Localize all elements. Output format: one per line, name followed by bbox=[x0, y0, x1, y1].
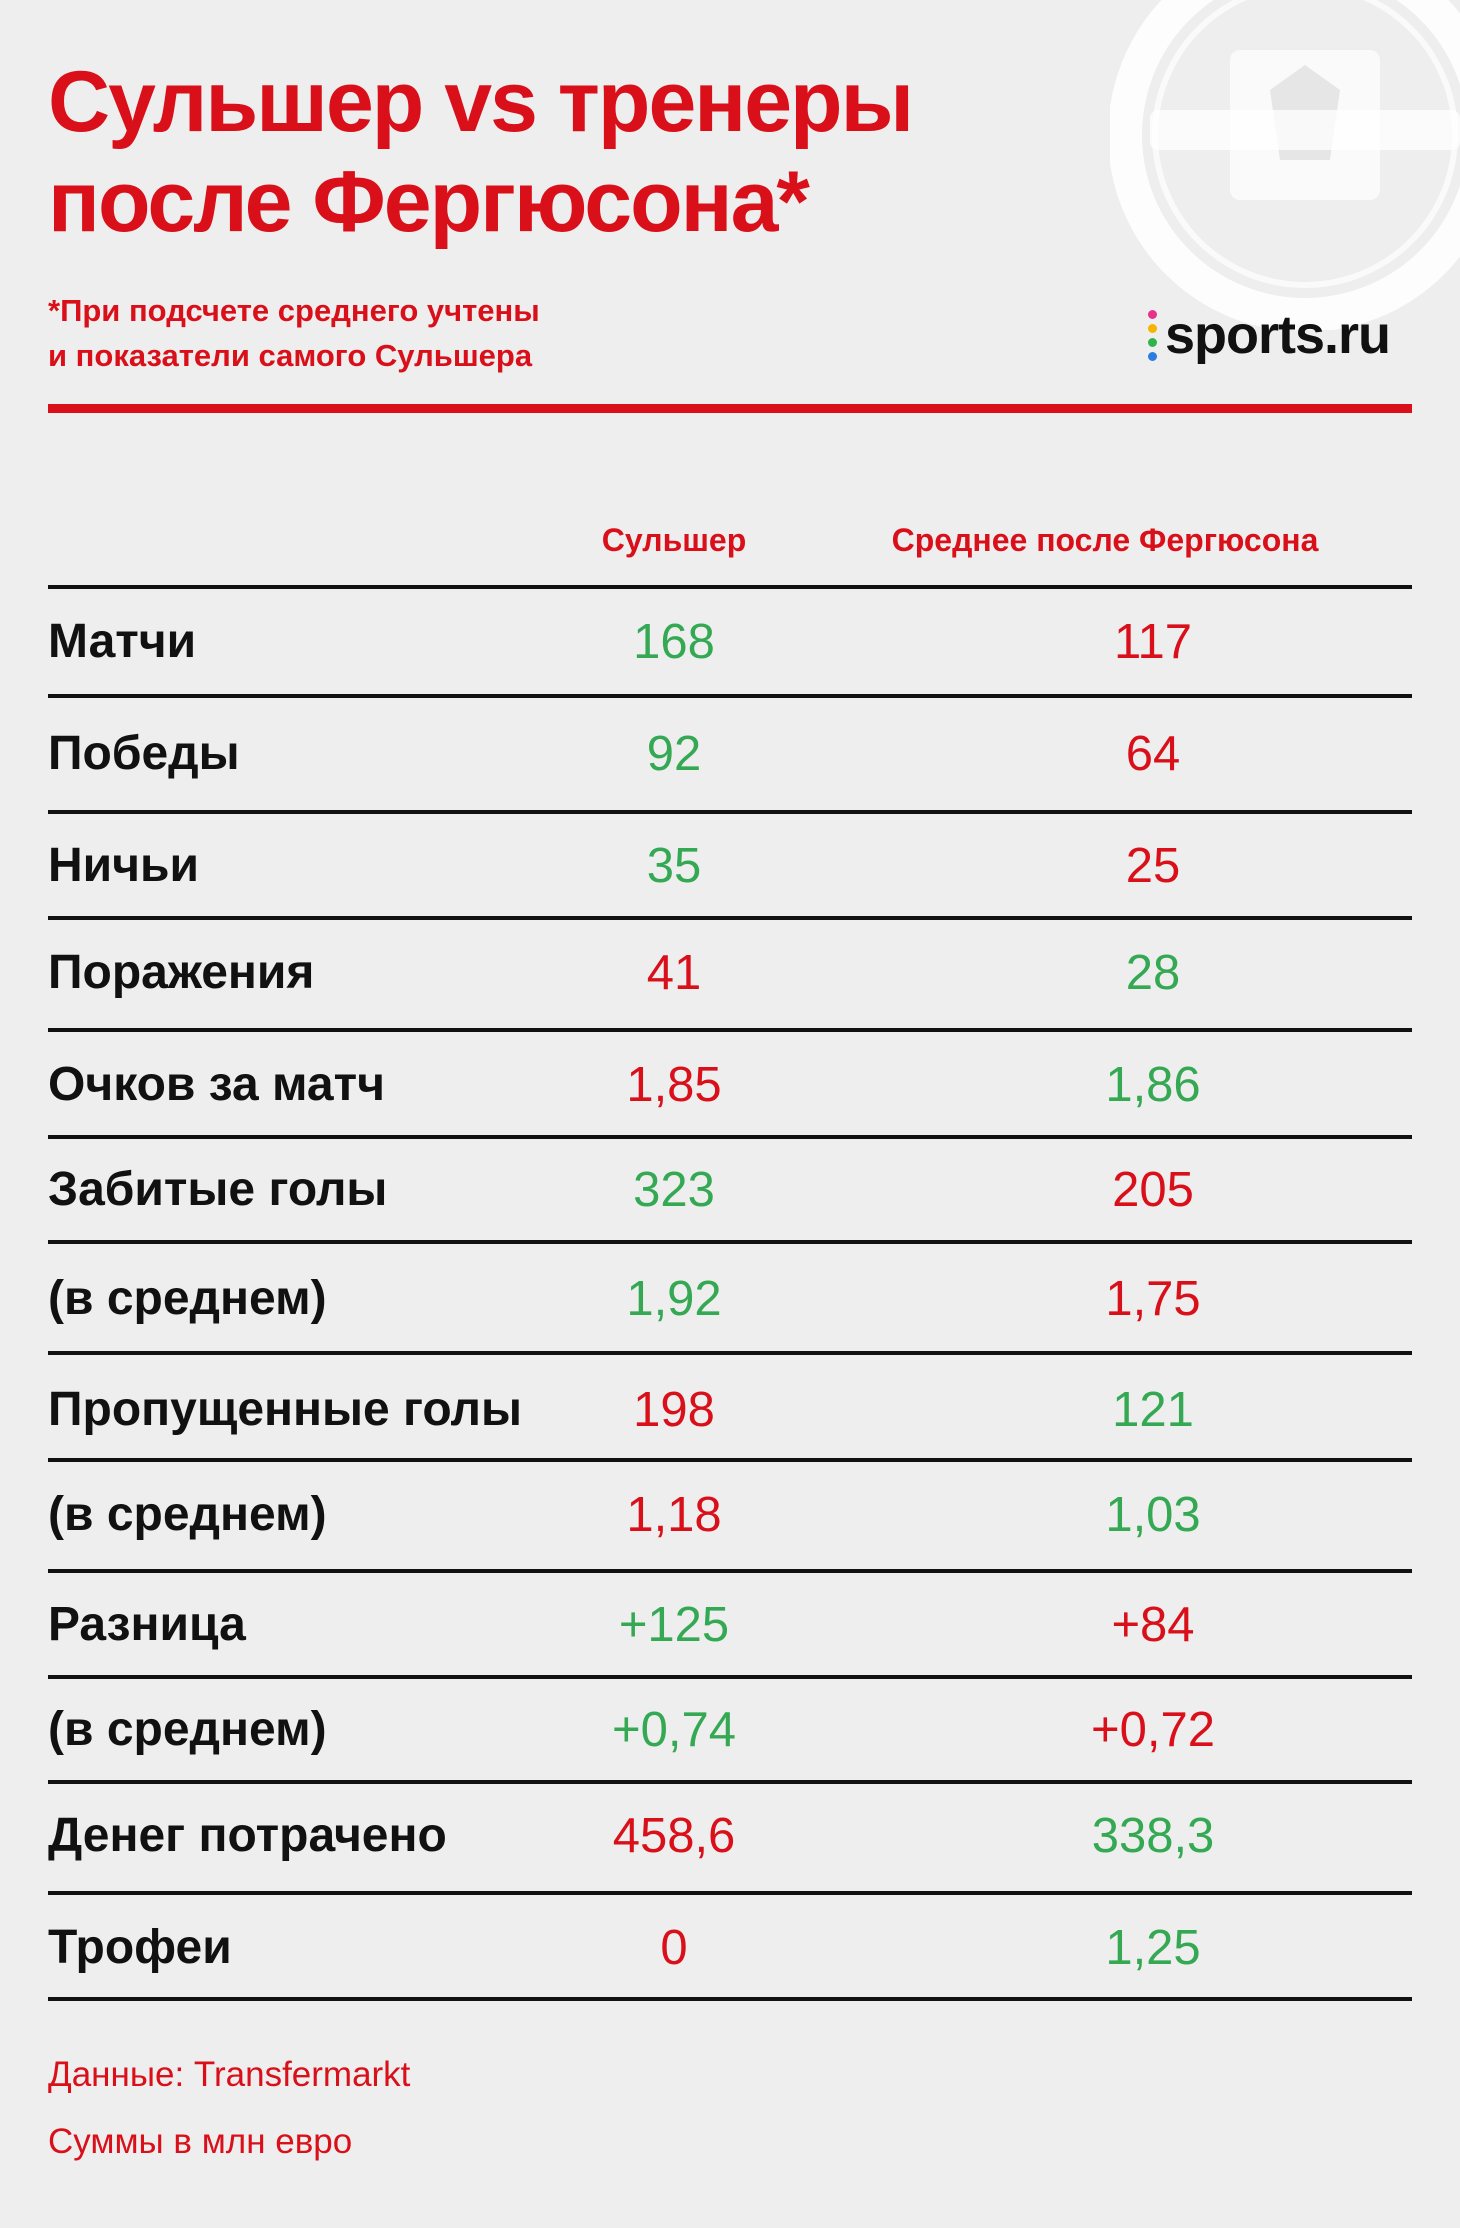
subtitle-line-1: *При подсчете среднего учтены bbox=[48, 293, 540, 328]
value-average: +84 bbox=[1111, 1598, 1195, 1652]
title-line-2: после Фергюсона* bbox=[48, 154, 810, 250]
value-solskjaer: 35 bbox=[646, 839, 702, 893]
row-divider bbox=[48, 1780, 1412, 1784]
manchester-united-crest-icon bbox=[1110, 0, 1460, 330]
value-average: 205 bbox=[1112, 1163, 1194, 1217]
value-solskjaer: 92 bbox=[646, 727, 702, 781]
value-average: 25 bbox=[1125, 839, 1181, 893]
value-solskjaer: 41 bbox=[646, 946, 702, 1000]
value-average: 64 bbox=[1125, 727, 1181, 781]
row-label: (в среднем) bbox=[48, 1272, 327, 1325]
source-note: Данные: Transfermarkt bbox=[48, 2055, 411, 2094]
value-average: 121 bbox=[1112, 1383, 1194, 1437]
value-solskjaer: 323 bbox=[633, 1163, 715, 1217]
row-label: (в среднем) bbox=[48, 1703, 327, 1756]
value-average: +0,72 bbox=[1091, 1703, 1215, 1757]
row-label: Пропущенные голы bbox=[48, 1383, 522, 1436]
value-solskjaer: 168 bbox=[633, 615, 715, 669]
value-solskjaer: 0 bbox=[660, 1921, 688, 1975]
value-average: 1,86 bbox=[1105, 1058, 1201, 1112]
row-label: Победы bbox=[48, 727, 240, 780]
subtitle-line-2: и показатели самого Сульшера bbox=[48, 338, 533, 373]
row-label: Очков за матч bbox=[48, 1058, 385, 1111]
row-divider bbox=[48, 694, 1412, 698]
row-divider bbox=[48, 1458, 1412, 1462]
value-average: 1,25 bbox=[1105, 1921, 1201, 1975]
row-label: Трофеи bbox=[48, 1921, 232, 1974]
column-header-solskjaer: Сульшер bbox=[601, 522, 747, 558]
row-label: Поражения bbox=[48, 946, 315, 999]
header-divider bbox=[48, 585, 1412, 589]
row-divider bbox=[48, 1240, 1412, 1244]
row-divider bbox=[48, 1351, 1412, 1355]
value-solskjaer: 1,92 bbox=[626, 1272, 722, 1326]
value-solskjaer: 1,18 bbox=[626, 1488, 722, 1542]
title-divider bbox=[48, 404, 1412, 413]
row-divider bbox=[48, 1569, 1412, 1573]
value-average: 117 bbox=[1113, 615, 1193, 669]
value-solskjaer: +125 bbox=[618, 1598, 730, 1652]
row-label: Денег потрачено bbox=[48, 1809, 447, 1862]
row-label: Ничьи bbox=[48, 839, 200, 892]
column-header-average: Среднее после Фергюсона bbox=[891, 522, 1319, 558]
row-divider bbox=[48, 810, 1412, 814]
subtitle: *При подсчете среднего учтены и показате… bbox=[48, 288, 748, 378]
value-solskjaer: +0,74 bbox=[612, 1703, 736, 1757]
value-average: 1,03 bbox=[1105, 1488, 1201, 1542]
value-average: 338,3 bbox=[1091, 1809, 1215, 1863]
row-label: (в среднем) bbox=[48, 1488, 327, 1541]
row-label: Разница bbox=[48, 1598, 246, 1651]
value-average: 1,75 bbox=[1105, 1272, 1201, 1326]
row-divider bbox=[48, 916, 1412, 920]
value-solskjaer: 198 bbox=[633, 1383, 715, 1437]
row-label: Матчи bbox=[48, 615, 197, 668]
units-note: Суммы в млн евро bbox=[48, 2122, 353, 2161]
row-divider bbox=[48, 1135, 1412, 1139]
page-title: Сульшер vs тренеры после Фергюсона* bbox=[48, 52, 1048, 252]
brand-dots-icon bbox=[1148, 309, 1157, 361]
brand-text: sports.ru bbox=[1165, 305, 1391, 365]
sports-ru-logo: sports.ru bbox=[1148, 300, 1391, 370]
row-divider bbox=[48, 1028, 1412, 1032]
row-label: Забитые голы bbox=[48, 1163, 388, 1216]
row-divider bbox=[48, 1891, 1412, 1895]
title-line-1: Сульшер vs тренеры bbox=[48, 54, 914, 150]
value-solskjaer: 458,6 bbox=[612, 1809, 736, 1863]
row-divider bbox=[48, 1997, 1412, 2001]
row-divider bbox=[48, 1675, 1412, 1679]
value-solskjaer: 1,85 bbox=[626, 1058, 722, 1112]
value-average: 28 bbox=[1125, 946, 1181, 1000]
